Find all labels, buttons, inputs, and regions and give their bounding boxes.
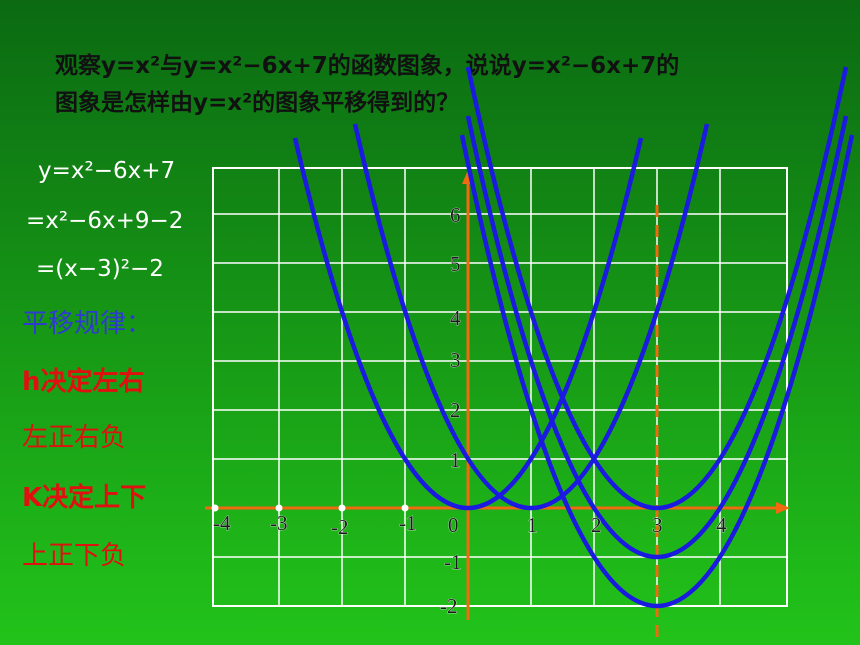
parabola <box>352 123 710 510</box>
y-tick-label: -2 <box>440 594 458 618</box>
title-line: 图象是怎样由y=x²的图象平移得到的？ <box>55 89 459 116</box>
y-tick-label: 5 <box>450 252 461 276</box>
rule-item: 左正右负 <box>22 423 126 453</box>
x-tick-label: 3 <box>652 513 663 537</box>
derivation-line: =(x−3)²−2 <box>36 256 164 282</box>
x-tick-label: 2 <box>591 513 602 537</box>
rule-heading: 平移规律： <box>22 309 152 339</box>
derivation-line: =x²−6x+9−2 <box>26 208 183 234</box>
parabola <box>292 137 644 511</box>
x-tick-label: 1 <box>527 513 538 537</box>
x-tick-label: -2 <box>331 515 349 539</box>
x-tick-label: 4 <box>716 513 727 537</box>
title-line: 观察y=x²与y=x²−6x+7的函数图象，说说y=x²−6x+7的 <box>55 52 679 79</box>
x-tick-label: -3 <box>270 511 288 535</box>
x-tick-label: -4 <box>213 511 231 535</box>
x-tick-label: -1 <box>399 511 417 535</box>
rule-item: h决定左右 <box>22 366 145 397</box>
y-tick-label: 6 <box>450 203 461 227</box>
rule-item: K决定上下 <box>22 482 146 513</box>
y-tick-label: 3 <box>450 348 461 372</box>
tick-labels: -4 -3 -2 -1 0 1 2 3 4 6 5 4 3 2 1 -1 -2 <box>213 203 728 619</box>
derivation-line: y=x²−6x+7 <box>38 158 175 184</box>
parabolas <box>292 66 855 609</box>
parabola <box>465 66 849 510</box>
parabola <box>465 115 849 559</box>
y-tick-label: -1 <box>444 550 462 574</box>
rule-item: 上正下负 <box>22 541 126 571</box>
y-tick-label: 2 <box>450 398 461 422</box>
x-tick-label: 0 <box>448 513 459 537</box>
y-tick-label: 4 <box>450 306 461 330</box>
y-tick-label: 1 <box>450 448 461 472</box>
axes <box>205 170 790 645</box>
parabola <box>459 134 855 609</box>
